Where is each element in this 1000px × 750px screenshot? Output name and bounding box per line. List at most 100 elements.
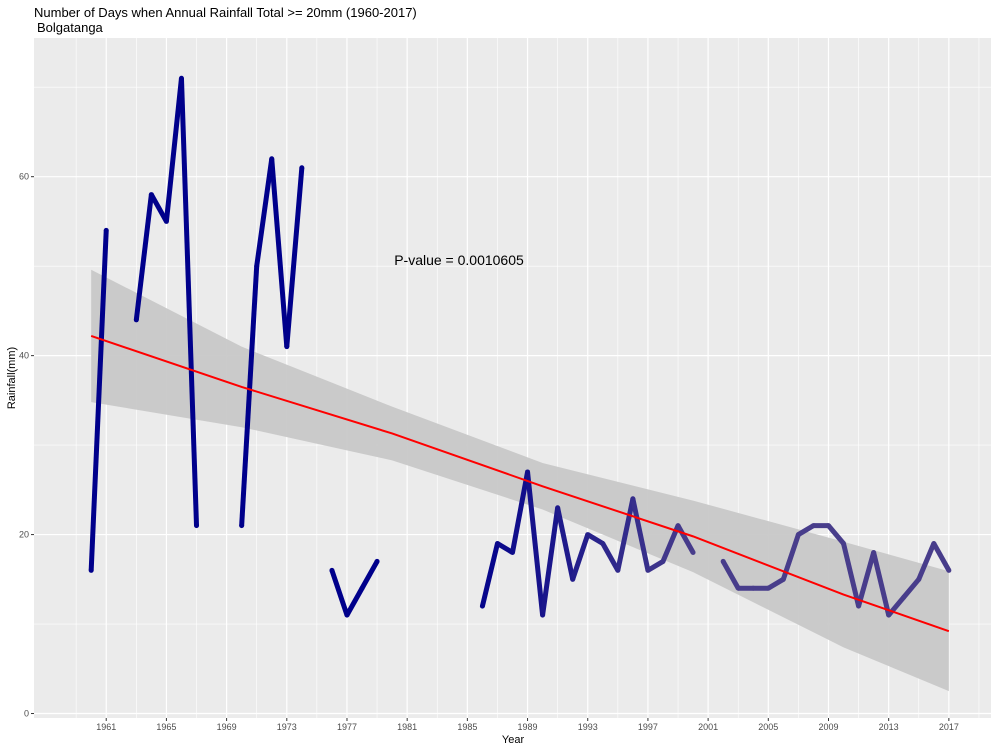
series-line-segment	[344, 587, 365, 617]
data-point	[690, 549, 696, 555]
series-line-segment	[496, 541, 514, 555]
x-tick-label: 1961	[96, 722, 116, 732]
series-line-segment	[178, 78, 200, 526]
data-point	[525, 469, 531, 475]
series-line-segment	[646, 559, 665, 573]
x-tick-label: 2017	[939, 722, 959, 732]
series-line-segment	[133, 194, 154, 321]
y-tick-label: 40	[19, 351, 29, 361]
series-line-segment	[284, 167, 305, 347]
x-tick-label: 1977	[337, 722, 357, 732]
series-line-segment	[586, 532, 605, 546]
series-line-segment	[239, 266, 260, 526]
data-point	[795, 532, 801, 538]
series-line-segment	[254, 158, 275, 267]
series-line-segment	[660, 524, 681, 563]
data-point	[765, 585, 771, 591]
series-line-segment	[931, 542, 952, 572]
series-line-segment	[149, 193, 169, 223]
p-value-annotation: P-value = 0.0010605	[394, 252, 524, 268]
series-line-segment	[901, 577, 921, 599]
series-line-segment	[555, 507, 576, 580]
x-tick-label: 2013	[879, 722, 899, 732]
data-point	[163, 218, 169, 224]
data-point	[254, 263, 260, 269]
data-point	[856, 603, 862, 609]
y-axis-title: Rainfall(mm)	[6, 347, 18, 409]
series-line-segment	[479, 542, 500, 607]
data-point	[675, 523, 681, 529]
data-point	[299, 165, 305, 171]
y-tick-label: 60	[19, 172, 29, 182]
x-tick-label: 1993	[578, 722, 598, 732]
axis-ticks	[31, 176, 950, 721]
data-point	[931, 541, 937, 547]
series-line-segment	[540, 507, 561, 616]
data-point	[901, 594, 907, 600]
x-tick-label: 1985	[457, 722, 477, 732]
data-point	[359, 585, 365, 591]
data-point	[344, 612, 350, 618]
series-line-segment	[675, 524, 696, 554]
x-tick-label: 1969	[217, 722, 237, 732]
data-point	[660, 558, 666, 564]
x-tick-label: 2009	[818, 722, 838, 732]
series-line-segment	[525, 471, 546, 616]
series-line-segment	[359, 560, 380, 590]
y-tick-label: 0	[24, 709, 29, 719]
data-point	[780, 576, 786, 582]
data-point	[510, 549, 515, 555]
series-line-segment	[797, 523, 815, 537]
trend-line	[90, 335, 950, 633]
y-tick-label: 20	[19, 530, 29, 540]
data-point	[841, 541, 847, 547]
series-line-segment	[329, 569, 350, 616]
series-line-segment	[600, 542, 621, 572]
series-line-segment	[841, 542, 862, 607]
series-line-segment	[615, 498, 636, 571]
series-line-segment	[826, 524, 846, 546]
data-point	[479, 603, 485, 609]
data-point	[750, 585, 756, 591]
data-point	[585, 532, 591, 538]
x-tick-label: 1981	[397, 722, 417, 732]
series-line-segment	[720, 560, 741, 590]
series-line-segment	[916, 542, 937, 581]
data-point	[88, 567, 94, 573]
series-line-segment	[163, 78, 184, 222]
series-line-segment	[856, 551, 877, 607]
x-tick-label: 1997	[638, 722, 658, 732]
data-point	[148, 192, 154, 198]
data-point	[871, 549, 877, 555]
x-tick-label: 1989	[518, 722, 538, 732]
data-point	[570, 576, 576, 582]
data-point	[178, 75, 184, 81]
x-axis-title: Year	[502, 734, 525, 746]
data-point	[133, 317, 139, 323]
x-tick-label: 2001	[698, 722, 718, 732]
data-point	[825, 523, 831, 529]
x-tick-labels: 1961 1965 1969 1973 1977 1981 1985 1989 1993 1997…	[96, 722, 959, 732]
data-point	[735, 585, 741, 591]
series-line-segment	[269, 158, 290, 347]
data-point	[720, 558, 726, 564]
data-point	[615, 567, 621, 573]
series-line-segment	[630, 498, 651, 571]
series-line-segment	[570, 533, 591, 581]
data-point	[103, 227, 109, 233]
data-point	[946, 567, 952, 573]
data-point	[540, 612, 546, 618]
data-point	[329, 567, 335, 573]
data-point	[810, 523, 816, 529]
data-point	[284, 344, 290, 350]
data-point	[194, 523, 200, 529]
data-point	[630, 496, 636, 502]
data-point	[269, 156, 275, 162]
chart-subtitle: Bolgatanga	[37, 20, 104, 35]
x-tick-label: 2005	[758, 722, 778, 732]
series-line-segment	[88, 230, 109, 571]
x-tick-label: 1965	[156, 722, 176, 732]
series-line-segment	[510, 471, 531, 553]
